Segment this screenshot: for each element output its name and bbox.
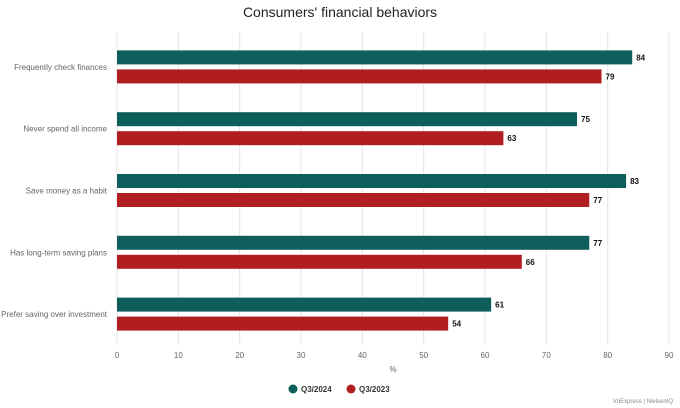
bar-q3-2023 <box>117 131 504 146</box>
data-label: 61 <box>495 301 504 310</box>
x-tick-label: 50 <box>419 351 428 360</box>
data-label: 77 <box>593 239 602 248</box>
bar-q3-2024 <box>117 174 627 188</box>
bar-q3-2023 <box>117 193 590 207</box>
category-label: Frequently check finances <box>14 63 107 72</box>
category-label: Save money as a habit <box>26 187 108 196</box>
x-tick-label: 80 <box>603 351 612 360</box>
source-credit: VnExpress | NielsenIQ <box>613 399 674 405</box>
data-label: 75 <box>581 115 590 124</box>
legend-swatch <box>346 384 356 394</box>
data-label: 79 <box>606 72 615 81</box>
bar-q3-2024 <box>117 50 633 65</box>
x-tick-label: 70 <box>542 351 551 360</box>
bar-q3-2024 <box>117 297 492 312</box>
gridlines <box>116 32 670 345</box>
x-tick-label: 0 <box>115 351 120 360</box>
x-axis-ticks: 0 10 20 30 40 50 60 70 80 90 <box>115 351 674 360</box>
x-tick-label: 10 <box>174 351 183 360</box>
data-label: 83 <box>630 177 639 186</box>
x-tick-label: 40 <box>358 351 367 360</box>
legend-label: Q3/2023 <box>359 385 390 394</box>
data-label: 66 <box>526 258 535 267</box>
data-label: 63 <box>507 134 516 143</box>
x-tick-label: 60 <box>481 351 490 360</box>
bar-q3-2024 <box>117 235 590 250</box>
legend: Q3/2024 Q3/2023 <box>288 384 390 394</box>
bar-q3-2023 <box>117 69 602 84</box>
x-tick-label: 90 <box>665 351 674 360</box>
bar-q3-2023 <box>117 316 449 331</box>
category-labels: Frequently check finances Never spend all… <box>1 63 108 319</box>
x-tick-label: 30 <box>297 351 306 360</box>
data-label: 84 <box>636 53 645 62</box>
category-label: Has long-term saving plans <box>10 248 107 257</box>
bar-q3-2024 <box>117 112 577 127</box>
legend-label: Q3/2024 <box>301 385 332 394</box>
category-label: Never spend all income <box>23 125 107 134</box>
chart-title: Consumers' financial behaviors <box>243 4 437 20</box>
x-tick-label: 20 <box>235 351 244 360</box>
bar-q3-2023 <box>117 254 522 269</box>
category-label: Prefer saving over investment <box>1 310 108 319</box>
bars: 84 79 75 63 83 77 77 66 61 54 <box>117 50 646 331</box>
legend-swatch <box>288 384 298 394</box>
x-axis-label: % <box>389 365 396 374</box>
data-label: 54 <box>452 320 461 329</box>
data-label: 77 <box>593 196 602 205</box>
